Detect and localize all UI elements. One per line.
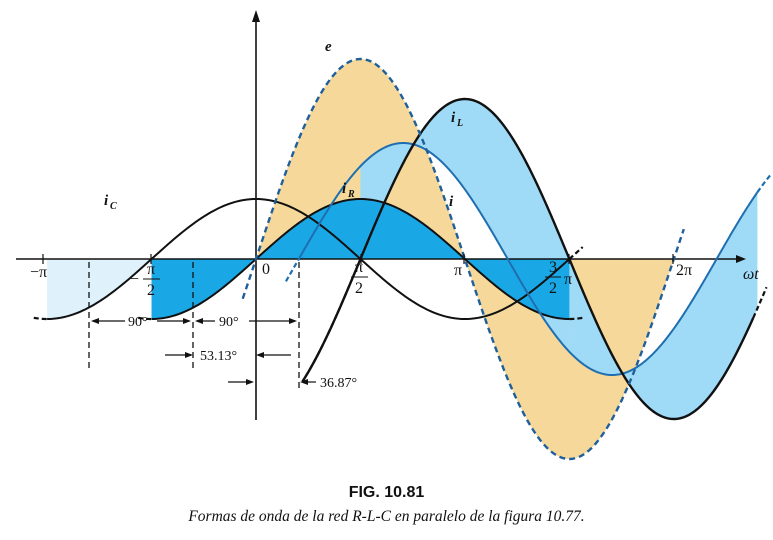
e-positive-fill bbox=[256, 59, 465, 259]
label-ir: i R bbox=[342, 181, 355, 200]
il-extension-left bbox=[301, 263, 360, 382]
ic-fill bbox=[47, 259, 152, 319]
dimension-36 bbox=[228, 379, 316, 385]
svg-text:π: π bbox=[355, 259, 363, 276]
tick-label-half-pi: π 2 bbox=[351, 259, 368, 297]
svg-text:π: π bbox=[147, 261, 155, 278]
il-curve bbox=[301, 97, 755, 421]
tick-label-neg-pi: −π bbox=[30, 264, 47, 281]
annotation-53: 53.13° bbox=[200, 349, 237, 364]
figure-caption: Formas de onda de la red R-L-C en parale… bbox=[188, 508, 585, 525]
svg-text:i: i bbox=[342, 181, 347, 197]
label-il: i L bbox=[451, 110, 463, 129]
dimension-90-left bbox=[91, 318, 191, 324]
figure-number: FIG. 10.81 bbox=[348, 484, 425, 501]
i-extension-right bbox=[756, 174, 772, 193]
svg-text:3: 3 bbox=[549, 259, 557, 276]
tick-label-pi: π bbox=[454, 262, 462, 279]
il-negative-band-fill bbox=[569, 192, 758, 419]
svg-text:2: 2 bbox=[355, 280, 363, 297]
svg-text:L: L bbox=[456, 118, 463, 129]
il-extension-right bbox=[752, 286, 768, 319]
annotation-36: 36.87° bbox=[320, 376, 357, 391]
svg-text:i: i bbox=[104, 193, 109, 209]
x-axis-arrow bbox=[736, 255, 746, 263]
label-i: i bbox=[449, 194, 454, 210]
e-negative-fill bbox=[464, 259, 674, 459]
annotation-90-right: 90° bbox=[219, 315, 239, 330]
i-extension-left bbox=[284, 257, 301, 282]
ic-extension-right bbox=[568, 246, 584, 260]
ic-extension-left bbox=[33, 316, 48, 321]
label-e: e bbox=[325, 39, 332, 55]
svg-text:−: − bbox=[130, 271, 139, 288]
ir-curve bbox=[151, 197, 570, 320]
tick-label-neg-half-pi: − π 2 bbox=[130, 261, 160, 299]
waveform-diagram: −π − π 2 0 π 2 π 3 2 π 2π ωt e i L bbox=[16, 10, 772, 461]
tick-label-zero: 0 bbox=[262, 261, 270, 278]
svg-text:2: 2 bbox=[147, 282, 155, 299]
ir-extension-left bbox=[138, 316, 152, 321]
curve-extensions bbox=[33, 174, 772, 382]
label-ic: i C bbox=[104, 193, 117, 212]
dimension-90-right bbox=[195, 318, 297, 324]
tick-label-three-half-pi: 3 2 π bbox=[545, 259, 572, 297]
e-curve bbox=[241, 57, 685, 461]
svg-text:2: 2 bbox=[549, 280, 557, 297]
svg-text:π: π bbox=[564, 271, 572, 288]
annotation-90-left: 90° bbox=[128, 315, 148, 330]
svg-text:C: C bbox=[110, 201, 117, 212]
x-ticks bbox=[42, 254, 674, 264]
svg-text:R: R bbox=[347, 189, 355, 200]
tick-label-two-pi: 2π bbox=[676, 262, 692, 279]
ic-curve bbox=[47, 197, 571, 321]
svg-text:i: i bbox=[451, 110, 456, 126]
il-positive-band-fill bbox=[360, 99, 570, 352]
y-axis-arrow bbox=[252, 10, 260, 22]
ir-extension-right bbox=[569, 316, 583, 321]
x-axis-label: ωt bbox=[743, 266, 759, 283]
dimension-53 bbox=[165, 352, 291, 358]
i-total-curve bbox=[298, 142, 759, 377]
